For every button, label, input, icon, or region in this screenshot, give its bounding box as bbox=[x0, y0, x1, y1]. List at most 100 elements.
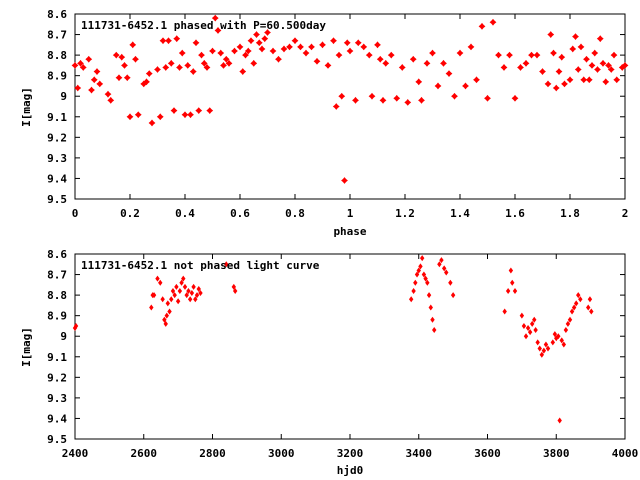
data-point bbox=[408, 296, 414, 303]
phased-x-axis-label: phase bbox=[333, 225, 366, 238]
data-point bbox=[398, 64, 406, 71]
data-point bbox=[187, 296, 193, 303]
data-point bbox=[439, 257, 444, 264]
data-point bbox=[189, 68, 197, 75]
data-point bbox=[182, 283, 188, 290]
phased-x-axis-ticks: 0 0.2 0.4 0.6 0.8 1 1.2 1.4 1.6 1.8 2 bbox=[72, 14, 628, 220]
data-point bbox=[244, 47, 252, 55]
data-point bbox=[77, 59, 84, 67]
data-point bbox=[189, 290, 195, 297]
data-point bbox=[569, 45, 577, 53]
data-point bbox=[231, 283, 237, 290]
data-point bbox=[214, 27, 222, 34]
data-point bbox=[159, 37, 167, 45]
data-point bbox=[533, 51, 541, 59]
data-point bbox=[73, 322, 79, 329]
y-tick-label: 9.2 bbox=[47, 131, 67, 144]
data-point bbox=[502, 308, 507, 315]
data-point bbox=[126, 113, 134, 121]
data-point bbox=[489, 18, 497, 26]
data-point bbox=[523, 333, 529, 340]
data-point bbox=[456, 49, 464, 57]
data-point bbox=[184, 292, 189, 299]
data-point bbox=[145, 70, 153, 78]
data-point bbox=[231, 47, 238, 55]
data-point bbox=[423, 275, 428, 282]
data-point bbox=[330, 37, 337, 45]
data-point bbox=[261, 35, 269, 43]
data-point bbox=[178, 49, 186, 57]
data-point bbox=[319, 41, 326, 49]
data-point bbox=[165, 300, 171, 307]
y-tick-label: 8.9 bbox=[47, 310, 67, 323]
y-tick-label: 9.3 bbox=[47, 152, 67, 165]
data-point bbox=[555, 68, 563, 75]
data-point bbox=[621, 61, 629, 69]
data-point bbox=[602, 78, 610, 86]
data-point bbox=[434, 82, 442, 90]
data-point bbox=[308, 43, 315, 51]
data-point bbox=[172, 292, 177, 299]
unphased-x-axis-label: hjd0 bbox=[337, 464, 364, 477]
data-point bbox=[567, 316, 573, 323]
data-point bbox=[576, 292, 581, 299]
data-point bbox=[539, 68, 546, 75]
data-point bbox=[352, 96, 359, 104]
data-point bbox=[250, 59, 258, 67]
data-point bbox=[121, 61, 128, 69]
data-point bbox=[193, 296, 198, 303]
unphased-chart-title: 111731-6452.1 not phased light curve bbox=[81, 259, 320, 272]
data-point bbox=[599, 59, 607, 67]
data-point bbox=[149, 304, 154, 311]
data-point bbox=[154, 66, 161, 73]
data-point bbox=[200, 59, 208, 67]
data-point bbox=[571, 304, 577, 311]
data-point bbox=[429, 49, 436, 57]
data-point bbox=[211, 14, 219, 22]
y-tick-label: 8.9 bbox=[47, 70, 67, 83]
x-tick-label: 3200 bbox=[337, 447, 364, 460]
data-point bbox=[500, 64, 508, 71]
data-point bbox=[175, 298, 181, 305]
phased-y-axis-label: I[mag] bbox=[20, 87, 33, 127]
data-point bbox=[85, 55, 93, 63]
data-point bbox=[589, 308, 594, 315]
data-point bbox=[430, 316, 435, 323]
data-point bbox=[522, 59, 530, 67]
x-tick-label: 0 bbox=[72, 207, 79, 220]
data-point bbox=[179, 279, 184, 286]
data-point bbox=[346, 47, 354, 55]
data-point bbox=[607, 66, 615, 73]
y-tick-label: 9.3 bbox=[47, 392, 67, 405]
data-point bbox=[505, 288, 511, 294]
data-point bbox=[163, 320, 168, 327]
y-tick-label: 9.5 bbox=[47, 433, 67, 446]
data-point bbox=[140, 80, 148, 88]
data-point bbox=[421, 271, 427, 278]
data-point bbox=[177, 288, 183, 294]
data-point bbox=[176, 64, 183, 71]
data-point bbox=[591, 49, 599, 57]
data-point bbox=[450, 292, 456, 299]
data-point bbox=[580, 76, 588, 84]
data-point bbox=[160, 296, 165, 303]
data-point bbox=[162, 64, 170, 71]
data-point bbox=[577, 43, 585, 51]
data-point bbox=[155, 275, 160, 282]
data-point bbox=[354, 39, 362, 47]
phased-light-curve-panel: 8.68.78.88.999.19.29.39.49.5 0 0.2 0.4 0.6 0… bbox=[20, 8, 629, 238]
phased-data-points bbox=[71, 14, 629, 184]
x-tick-label: 3000 bbox=[268, 447, 295, 460]
data-point bbox=[79, 64, 87, 71]
data-point bbox=[445, 70, 453, 78]
data-point bbox=[535, 339, 540, 346]
data-point bbox=[448, 279, 453, 286]
data-point bbox=[297, 43, 304, 51]
data-point bbox=[186, 288, 191, 294]
data-point bbox=[376, 55, 384, 63]
data-point bbox=[198, 290, 203, 297]
data-point bbox=[559, 337, 564, 344]
x-tick-label: 4000 bbox=[612, 447, 639, 460]
data-point bbox=[419, 255, 425, 262]
